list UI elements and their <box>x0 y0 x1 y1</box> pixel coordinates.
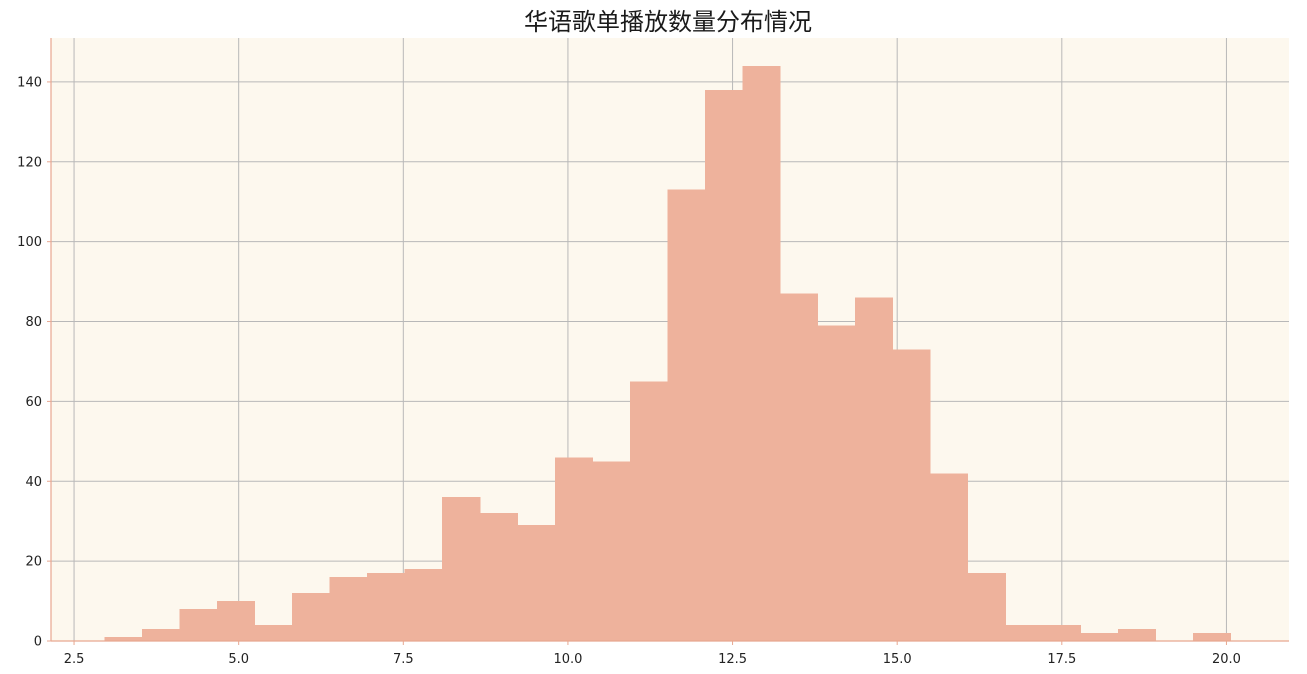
histogram-bar <box>855 297 894 641</box>
histogram-bar <box>479 513 518 641</box>
histogram-bar <box>667 189 706 641</box>
histogram-bar <box>967 573 1006 641</box>
histogram-bar <box>1192 633 1231 641</box>
histogram-bar <box>629 381 668 641</box>
y-tick-label: 40 <box>25 475 42 490</box>
histogram-bar <box>554 457 593 641</box>
x-tick-label: 17.5 <box>1047 652 1076 667</box>
y-tick-label: 80 <box>25 315 42 330</box>
histogram-bars <box>104 65 1231 642</box>
histogram-bar <box>367 573 406 641</box>
histogram-bar <box>817 325 856 641</box>
histogram-bar <box>1005 625 1044 641</box>
histogram-bar <box>1117 629 1156 641</box>
x-tick-label: 5.0 <box>228 652 249 667</box>
x-tick-label: 2.5 <box>64 652 85 667</box>
histogram-bar <box>779 293 819 641</box>
y-tick-label: 140 <box>17 75 42 90</box>
x-tick-label: 20.0 <box>1212 652 1241 667</box>
histogram-bar <box>216 601 256 641</box>
histogram-bar <box>1042 625 1081 641</box>
x-tick-label: 12.5 <box>718 652 747 667</box>
tick-labels: 2.5 5.0 7.5 10.0 12.5 15.0 17.5 20.0 0 20 40 60 80 10… <box>17 75 1241 667</box>
histogram-bar <box>329 577 368 641</box>
histogram-bar <box>892 349 931 641</box>
histogram-bar <box>404 569 443 641</box>
y-tick-label: 60 <box>25 395 42 410</box>
y-tick-label: 0 <box>34 635 42 650</box>
y-tick-label: 120 <box>17 155 42 170</box>
x-tick-label: 10.0 <box>553 652 582 667</box>
histogram-bar <box>592 461 631 641</box>
x-tick-label: 15.0 <box>883 652 912 667</box>
histogram-bar <box>704 89 744 641</box>
histogram-bar <box>104 637 143 641</box>
histogram-bar <box>179 609 218 641</box>
histogram-bar <box>254 625 293 641</box>
x-tick-label: 7.5 <box>393 652 414 667</box>
histogram-bar <box>930 473 969 641</box>
histogram-bar <box>292 593 331 641</box>
axes <box>47 38 1289 645</box>
chart-title: 华语歌单播放数量分布情况 <box>524 8 812 36</box>
histogram-bar <box>517 525 556 641</box>
histogram-bar <box>141 629 181 641</box>
histogram-bar <box>1080 633 1119 641</box>
y-tick-label: 20 <box>25 555 42 570</box>
histogram-bar <box>442 497 481 641</box>
histogram-bar <box>742 65 781 642</box>
y-tick-label: 100 <box>17 235 42 250</box>
